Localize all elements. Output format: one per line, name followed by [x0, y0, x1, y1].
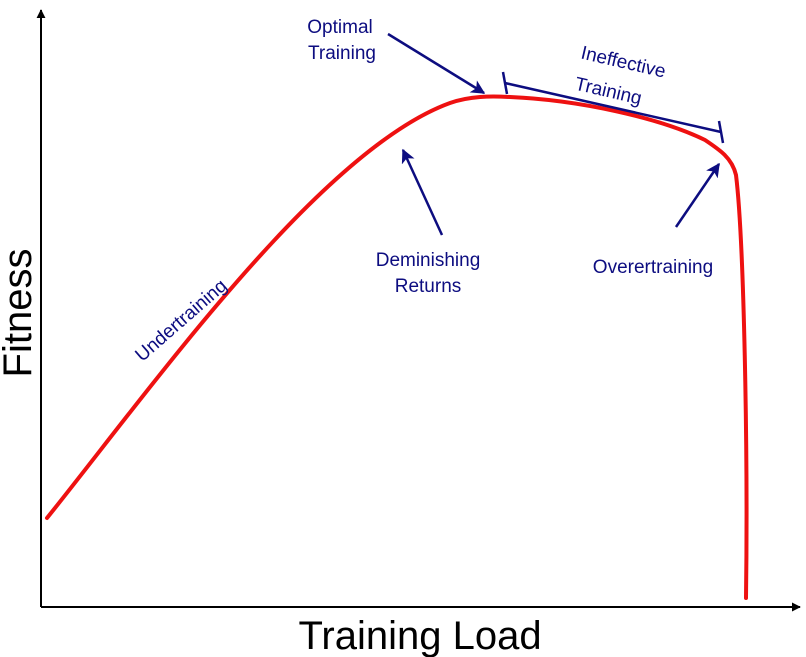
- ineffective-training-bracket: [501, 71, 725, 144]
- optimal-training-label-line1: Optimal: [307, 17, 372, 38]
- overertraining-arrow: [674, 162, 721, 228]
- deminishing-returns-arrow: [401, 148, 444, 236]
- undertraining-label: Undertraining: [131, 276, 231, 367]
- x-axis-label: Training Load: [298, 614, 541, 657]
- optimal-training-arrow: [387, 32, 486, 95]
- y-axis-label: Fitness: [0, 249, 40, 378]
- optimal-training-label-line2: Training: [308, 43, 376, 64]
- deminishing-returns-label-line2: Returns: [395, 276, 462, 297]
- overertraining-label: Overertraining: [593, 257, 713, 278]
- deminishing-returns-label-line1: Deminishing: [376, 250, 481, 271]
- fitness-curve: [45, 94, 749, 600]
